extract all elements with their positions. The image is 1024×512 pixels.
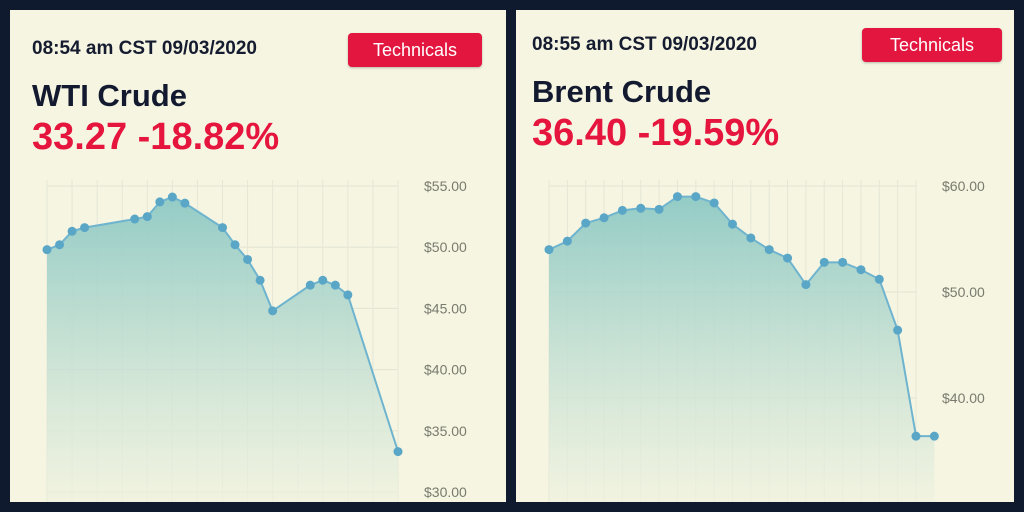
data-point (599, 213, 609, 223)
data-point (783, 253, 793, 263)
data-point (746, 233, 756, 243)
series-area (549, 196, 935, 502)
data-point (180, 198, 190, 208)
data-point (838, 257, 848, 267)
data-point (636, 203, 646, 213)
data-point (874, 274, 884, 284)
data-point (218, 223, 227, 233)
technicals-button[interactable]: Technicals (862, 28, 1002, 62)
price-change: 36.40 -19.59% (532, 112, 780, 154)
data-point (268, 306, 278, 316)
data-point (130, 214, 140, 224)
data-point (893, 325, 903, 335)
data-point (654, 204, 664, 214)
data-point (343, 290, 353, 300)
y-tick-label: $35.00 (424, 423, 467, 439)
data-point (691, 192, 701, 202)
data-point (255, 275, 265, 285)
data-point (728, 219, 737, 229)
data-point (819, 257, 829, 267)
data-point (142, 212, 152, 222)
data-point (155, 197, 165, 207)
data-point (55, 240, 65, 250)
data-point (911, 431, 921, 441)
price-change: 33.27 -18.82% (32, 116, 280, 158)
data-point (230, 240, 240, 250)
data-point (305, 280, 315, 290)
data-point (393, 447, 403, 457)
y-tick-label: $50.00 (424, 239, 467, 255)
timestamp: 08:54 am CST 09/03/2020 (32, 38, 257, 59)
data-point (764, 245, 774, 255)
data-point (243, 254, 253, 264)
instrument-name: Brent Crude (532, 74, 712, 109)
data-point (801, 280, 811, 290)
y-tick-label: $40.00 (942, 390, 985, 406)
y-tick-label: $40.00 (424, 362, 467, 378)
y-tick-label: $50.00 (942, 284, 985, 300)
y-tick-label: $55.00 (424, 178, 467, 194)
data-point (330, 280, 340, 290)
y-tick-label: $60.00 (942, 178, 985, 194)
data-point (672, 192, 682, 202)
wti-panel: $55.00 $50.00 $45.00 $40.00 $35.00 $30.00 08:… (10, 10, 506, 502)
data-point (929, 431, 939, 441)
technicals-button[interactable]: Technicals (348, 33, 482, 67)
data-point (318, 275, 328, 285)
data-point (167, 192, 177, 202)
timestamp: 08:55 am CST 09/03/2020 (532, 34, 757, 55)
data-point (562, 236, 572, 246)
y-tick-label: $30.00 (424, 484, 467, 500)
series-area (47, 197, 398, 502)
data-point (617, 205, 627, 215)
brent-chart: $60.00 $50.00 $40.00 (544, 178, 985, 502)
data-point (80, 223, 90, 233)
series-line (548, 195, 935, 438)
data-point (67, 226, 77, 236)
brent-panel: $60.00 $50.00 $40.00 08:55 am CST 09/03/20… (516, 10, 1014, 502)
data-point (544, 245, 554, 255)
data-point (856, 265, 866, 275)
data-point (42, 245, 52, 255)
data-point (709, 198, 719, 208)
wti-chart: $55.00 $50.00 $45.00 $40.00 $35.00 $30.00 (42, 178, 467, 502)
data-point (581, 218, 591, 228)
instrument-name: WTI Crude (32, 78, 187, 113)
y-tick-label: $45.00 (424, 300, 467, 316)
